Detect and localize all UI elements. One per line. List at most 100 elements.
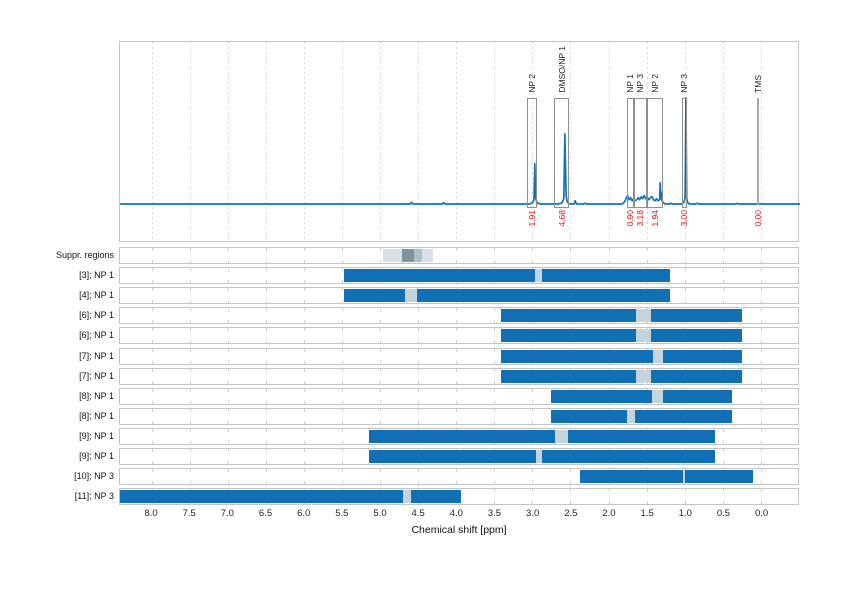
track-tick xyxy=(228,360,230,364)
suppression-segment xyxy=(382,249,402,262)
assignment-bar[interactable] xyxy=(501,329,742,343)
track-tick xyxy=(266,449,268,452)
assignment-track xyxy=(119,347,799,365)
track-tick xyxy=(456,248,458,251)
track-tick xyxy=(304,440,306,444)
track-tick xyxy=(494,340,496,344)
track-tick xyxy=(190,481,191,485)
axis-tick-label: 2.0 xyxy=(602,508,616,519)
track-tick xyxy=(151,481,153,485)
peak-region-box[interactable] xyxy=(626,98,634,208)
track-tick xyxy=(380,420,382,424)
track-tick xyxy=(304,449,306,452)
axis-tick-label: 6.0 xyxy=(297,508,311,519)
peak-region-box[interactable] xyxy=(554,98,569,208)
track-tick xyxy=(304,340,306,344)
track-tick xyxy=(532,481,534,485)
track-tick xyxy=(646,489,648,493)
track-tick xyxy=(266,461,268,464)
track-tick xyxy=(304,368,306,372)
track-tick xyxy=(266,260,268,263)
track-tick xyxy=(228,368,230,372)
gridline xyxy=(304,42,306,241)
assignment-bar[interactable] xyxy=(501,349,742,363)
track-tick xyxy=(494,380,496,384)
track-tick xyxy=(151,300,153,304)
assignment-bar[interactable] xyxy=(579,470,754,484)
track-tick xyxy=(418,388,420,392)
axis-tick-label: 7.0 xyxy=(220,508,234,519)
assignment-bar[interactable] xyxy=(501,309,742,323)
track-tick xyxy=(151,469,153,473)
track-tick xyxy=(228,408,230,412)
integral-value: 3.18 xyxy=(635,210,646,227)
track-tick xyxy=(151,388,153,392)
track-tick xyxy=(494,489,496,493)
track-tick xyxy=(266,388,268,392)
track-tick xyxy=(760,268,762,272)
tms-marker-line xyxy=(756,98,759,205)
track-tick xyxy=(228,340,230,344)
gridline xyxy=(228,42,230,241)
axis-tick-label: 8.0 xyxy=(144,508,158,519)
track-tick xyxy=(646,248,648,251)
track-tick xyxy=(342,320,344,324)
track-tick xyxy=(494,260,496,263)
track-tick xyxy=(190,288,191,292)
track-tick xyxy=(190,428,191,432)
track-tick xyxy=(151,461,153,464)
track-tick xyxy=(456,420,458,424)
track-tick xyxy=(722,280,724,284)
track-tick xyxy=(380,260,382,263)
track-tick xyxy=(190,280,191,284)
assignment-track xyxy=(119,468,799,486)
track-tick xyxy=(722,440,724,444)
bar-gap-segment xyxy=(635,329,652,343)
track-tick xyxy=(722,300,724,304)
integral-value: 0.00 xyxy=(752,210,763,227)
row-label: [8]; NP 1 xyxy=(79,410,114,421)
peak-region-box[interactable] xyxy=(646,98,663,208)
assignment-bar[interactable] xyxy=(551,389,732,403)
assignment-bar[interactable] xyxy=(501,369,742,383)
peak-region-box[interactable] xyxy=(633,98,647,208)
axis-tick-label: 3.0 xyxy=(526,508,540,519)
bar-gap-segment xyxy=(404,289,417,303)
track-tick xyxy=(342,260,344,263)
assignment-bar[interactable] xyxy=(551,409,732,423)
peak-label: NP 3 xyxy=(679,74,690,93)
assignment-bar[interactable] xyxy=(120,490,461,504)
track-tick xyxy=(418,400,420,404)
axis-tick-label: 4.5 xyxy=(411,508,425,519)
track-tick xyxy=(228,328,230,332)
integral-value: 1.94 xyxy=(649,210,660,227)
track-tick xyxy=(722,288,724,292)
gridline xyxy=(608,42,610,241)
assignment-bar[interactable] xyxy=(344,269,671,283)
peak-region-box[interactable] xyxy=(527,98,537,208)
track-tick xyxy=(760,280,762,284)
row-label: [9]; NP 1 xyxy=(79,451,114,461)
track-tick xyxy=(456,481,458,485)
assignment-bar[interactable] xyxy=(344,289,671,303)
track-tick xyxy=(342,428,344,432)
track-tick xyxy=(760,501,762,505)
bar-gap-segment xyxy=(626,409,636,423)
bar-gap-segment xyxy=(635,309,652,323)
track-tick xyxy=(342,368,344,372)
track-tick xyxy=(342,280,344,284)
assignment-track xyxy=(119,367,799,385)
track-tick xyxy=(494,308,496,312)
track-tick xyxy=(266,481,268,485)
spectrum-trace xyxy=(120,97,800,205)
peak-region-box[interactable] xyxy=(681,98,687,208)
track-tick xyxy=(684,489,686,493)
track-tick xyxy=(760,440,762,444)
track-tick xyxy=(304,400,306,404)
track-tick xyxy=(684,300,686,304)
track-tick xyxy=(532,248,534,251)
track-tick xyxy=(151,280,153,284)
track-tick xyxy=(151,288,153,292)
track-tick xyxy=(532,400,534,404)
assignment-bar[interactable] xyxy=(368,429,716,443)
